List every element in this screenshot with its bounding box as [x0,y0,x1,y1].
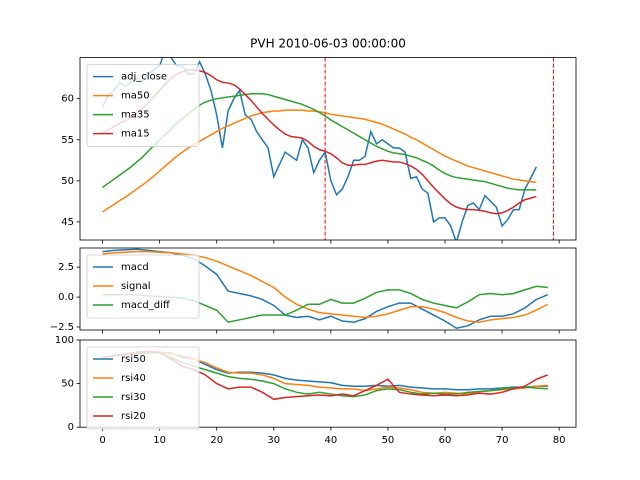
y-tick-label: 45 [61,217,74,228]
legend-label: signal [121,281,151,292]
y-tick-label: 100 [55,335,74,346]
legend-label: rsi50 [121,354,146,365]
axes-frame [79,57,577,241]
x-tick-label: 30 [267,435,280,446]
legend-label: ma15 [121,129,150,140]
y-tick-label: 0.0 [58,292,74,303]
y-tick-label: 60 [61,94,74,105]
legend-label: rsi40 [121,373,146,384]
x-tick-label: 20 [210,435,223,446]
x-tick-label: 80 [553,435,566,446]
y-tick-label: 55 [61,135,74,146]
legend-label: rsi30 [121,392,146,403]
legend-box [86,346,200,430]
legend-label: macd [121,262,149,273]
y-tick-label: 50 [61,176,74,187]
legend-label: rsi20 [121,411,146,422]
y-tick-label: −2.5 [50,322,74,333]
legend-label: macd_diff [121,300,171,311]
axes-frame [79,339,577,428]
y-tick-label: 50 [61,379,74,390]
line-series [101,57,538,240]
chart-title: PVH 2010-06-03 00:00:00 [250,37,406,51]
legend-label: ma35 [121,110,150,121]
plot-area [101,57,554,240]
x-tick-label: 0 [99,435,105,446]
axes-frame [79,247,577,331]
legend-box [86,64,200,147]
x-tick-label: 10 [153,435,166,446]
legend-box [86,254,200,319]
legend-label: adj_close [121,72,167,83]
legend-label: ma50 [121,91,150,102]
x-tick-label: 50 [382,435,395,446]
y-tick-label: 0 [68,422,74,433]
line-series [102,250,549,323]
y-tick-label: 2.5 [58,262,74,273]
x-tick-label: 40 [324,435,337,446]
x-tick-label: 70 [496,435,509,446]
x-tick-label: 60 [439,435,452,446]
